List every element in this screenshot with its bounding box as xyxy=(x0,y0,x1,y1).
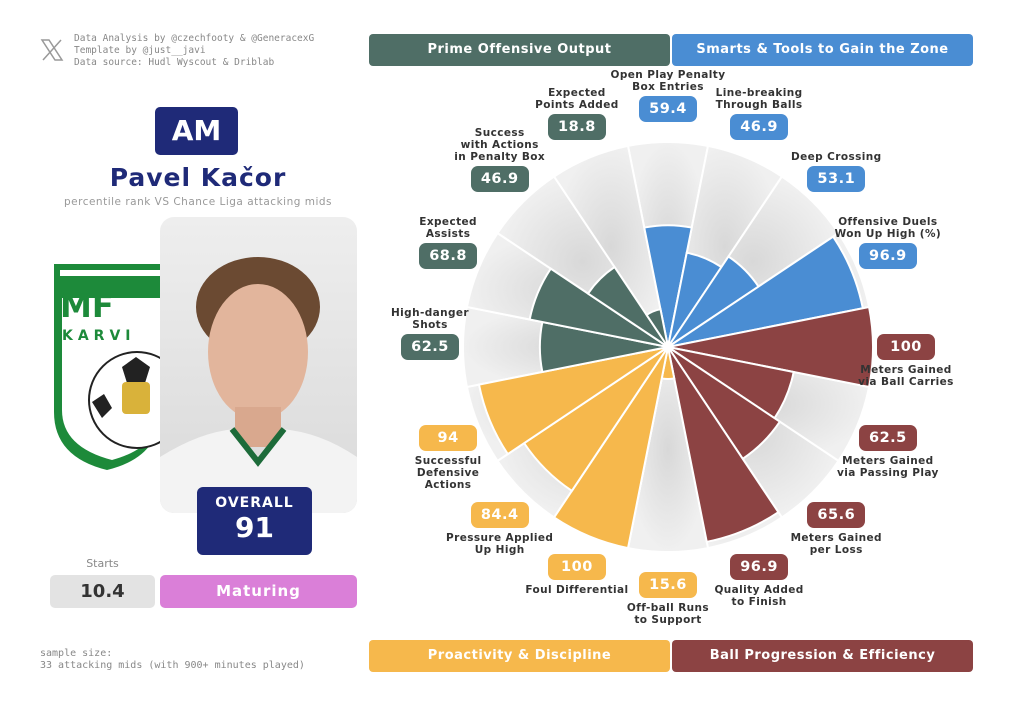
bar xyxy=(528,267,669,348)
category-label: Off-ball Runs to Support xyxy=(626,602,710,626)
value-label: 53.1 xyxy=(807,165,866,192)
x-logo xyxy=(40,39,64,61)
value-label: 96.9 xyxy=(858,242,917,269)
group-header: Proactivity & Discipline xyxy=(369,640,670,672)
category-label: Meters Gained via Passing Play xyxy=(837,455,939,480)
starts-value: 10.4 xyxy=(50,575,155,608)
value-label: 84.4 xyxy=(470,502,529,529)
logo-text: KARVI xyxy=(62,328,136,344)
player-name: Pavel Kačor xyxy=(109,163,287,192)
bar xyxy=(643,224,693,348)
category-label: Line-breaking Through Balls xyxy=(715,87,803,112)
group-header: Prime Offensive Output xyxy=(369,34,670,66)
category-label: Successful Defensive Actions xyxy=(414,455,482,492)
credit-line: Template by @just__javi xyxy=(74,45,206,56)
bar xyxy=(667,305,874,389)
value-label: 46.9 xyxy=(730,114,789,141)
value-label: 59.4 xyxy=(639,96,697,122)
value-label: 96.9 xyxy=(730,553,789,580)
value-label: 15.6 xyxy=(639,572,697,598)
group-header: Smarts & Tools to Gain the Zone xyxy=(672,34,973,66)
category-label: Meters Gained via Ball Carries xyxy=(858,364,954,388)
player-photo xyxy=(160,217,357,513)
sample-line: 33 attacking mids (with 900+ minutes pla… xyxy=(40,660,305,671)
logo-text: MF xyxy=(60,287,114,325)
subtitle: percentile rank VS Chance Liga attacking… xyxy=(63,196,333,208)
sample-size: sample size: 33 attacking mids (with 900… xyxy=(40,648,305,672)
bar xyxy=(645,308,669,348)
category-label: Offensive Duels Won Up High (%) xyxy=(834,215,942,240)
overall-label: OVERALL xyxy=(215,495,294,511)
value-label: 62.5 xyxy=(401,334,459,360)
sample-line: sample size: xyxy=(40,648,113,659)
value-label: 18.8 xyxy=(547,114,606,141)
category-label: Pressure Applied Up High xyxy=(446,532,554,557)
bar xyxy=(586,265,669,348)
value-label: 68.8 xyxy=(419,242,478,269)
category-label: Expected Points Added xyxy=(535,87,619,112)
value-label: 100 xyxy=(877,334,935,360)
value-label: 62.5 xyxy=(858,425,917,452)
category-label: Meters Gained per Loss xyxy=(790,532,882,557)
bar xyxy=(477,346,669,456)
category-label: Expected Assists xyxy=(419,215,477,240)
club-logo: MF KARVI xyxy=(54,264,162,470)
category-label: Deep Crossing xyxy=(791,150,882,163)
bar xyxy=(552,346,669,550)
credits: Data Analysis by @czechfooty & @Generace… xyxy=(74,33,314,69)
category-label: High-danger Shots xyxy=(390,307,470,331)
value-label: 46.9 xyxy=(470,165,529,192)
value-label: 100 xyxy=(547,553,606,580)
credit-line: Data Analysis by @czechfooty & @Generace… xyxy=(74,33,315,44)
category-label: Open Play Penalty Box Entries xyxy=(610,69,726,93)
bar xyxy=(667,346,780,544)
category-label: Success with Actions in Penalty Box xyxy=(454,126,546,163)
position-badge: AM xyxy=(155,107,238,155)
category-label: Foul Differential xyxy=(525,583,629,596)
overall-box: OVERALL 91 xyxy=(197,487,312,555)
value-label: 65.6 xyxy=(807,502,866,529)
credit-line: Data source: Hudl Wyscout & Driblab xyxy=(74,57,275,68)
overall-value: 91 xyxy=(235,511,274,544)
starts-label: Starts xyxy=(86,557,119,570)
slice-background xyxy=(552,144,669,348)
value-label: 94 xyxy=(419,425,478,452)
status-badge: Maturing xyxy=(160,575,357,608)
category-label: Quality Added to Finish xyxy=(714,583,804,608)
group-header: Ball Progression & Efficiency xyxy=(672,640,973,672)
